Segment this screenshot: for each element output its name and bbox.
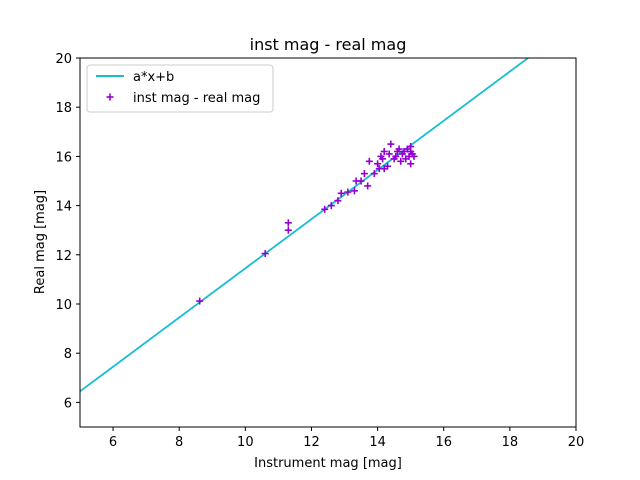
x-tick-label: 20 [568,435,585,450]
scatter-point [365,157,373,165]
x-tick-label: 8 [175,435,183,450]
scatter-point [385,150,393,158]
scatter-point [410,152,418,160]
legend-scatter-swatch [106,93,114,101]
scatter-point [387,140,395,148]
scatter-point [337,189,345,197]
legend: a*x+b inst mag - real mag [86,64,274,113]
legend-box [86,64,274,113]
chart-title: inst mag - real mag [250,35,407,54]
x-tick-label: 18 [502,435,519,450]
scatter-point [407,147,415,155]
x-tick-label: 14 [369,435,386,450]
scatter-point [384,162,392,170]
x-tick-label: 10 [237,435,254,450]
plot-clip-group [80,58,530,393]
y-ticks: 6 8 10 12 14 16 18 20 [55,52,80,411]
y-tick-label: 14 [55,200,72,215]
x-tick-label: 16 [435,435,452,450]
y-tick-label: 10 [55,298,72,313]
scatter-point [360,170,368,178]
y-tick-label: 18 [55,101,72,116]
y-tick-label: 16 [55,150,72,165]
y-tick-label: 6 [64,396,72,411]
legend-label-scatter: inst mag - real mag [133,91,260,106]
scatter-point [379,155,387,163]
scatter-point [334,197,342,205]
scatter-point [196,297,204,305]
scatter-point [380,147,388,155]
scatter-point [284,226,292,234]
scatter-point [327,202,335,210]
scatter-point [364,182,372,190]
plot-area [80,58,576,427]
scatter-point [392,152,400,160]
scatter-point [370,170,378,178]
y-tick-label: 12 [55,249,72,264]
legend-label-fit: a*x+b [133,70,174,85]
scatter-point [395,145,403,153]
y-tick-label: 20 [55,52,72,67]
scatter-point [344,188,352,196]
scatter-point [350,187,358,195]
scatter-point [407,160,415,168]
plot-frame [79,57,577,428]
y-axis-label: Real mag [mag] [33,190,48,294]
scatter-point [397,157,405,165]
scatter-point [284,219,292,227]
y-tick-label: 8 [64,347,72,362]
x-tick-label: 12 [303,435,320,450]
fit-line [80,58,530,393]
scatter-point [374,160,382,168]
x-axis-label: Instrument mag [mag] [254,456,402,471]
x-tick-label: 6 [109,435,117,450]
scatter-point [261,250,269,258]
scatter-point [321,205,329,213]
scatter-point [357,177,365,185]
x-ticks: 6 8 10 12 14 16 18 20 [109,427,584,450]
